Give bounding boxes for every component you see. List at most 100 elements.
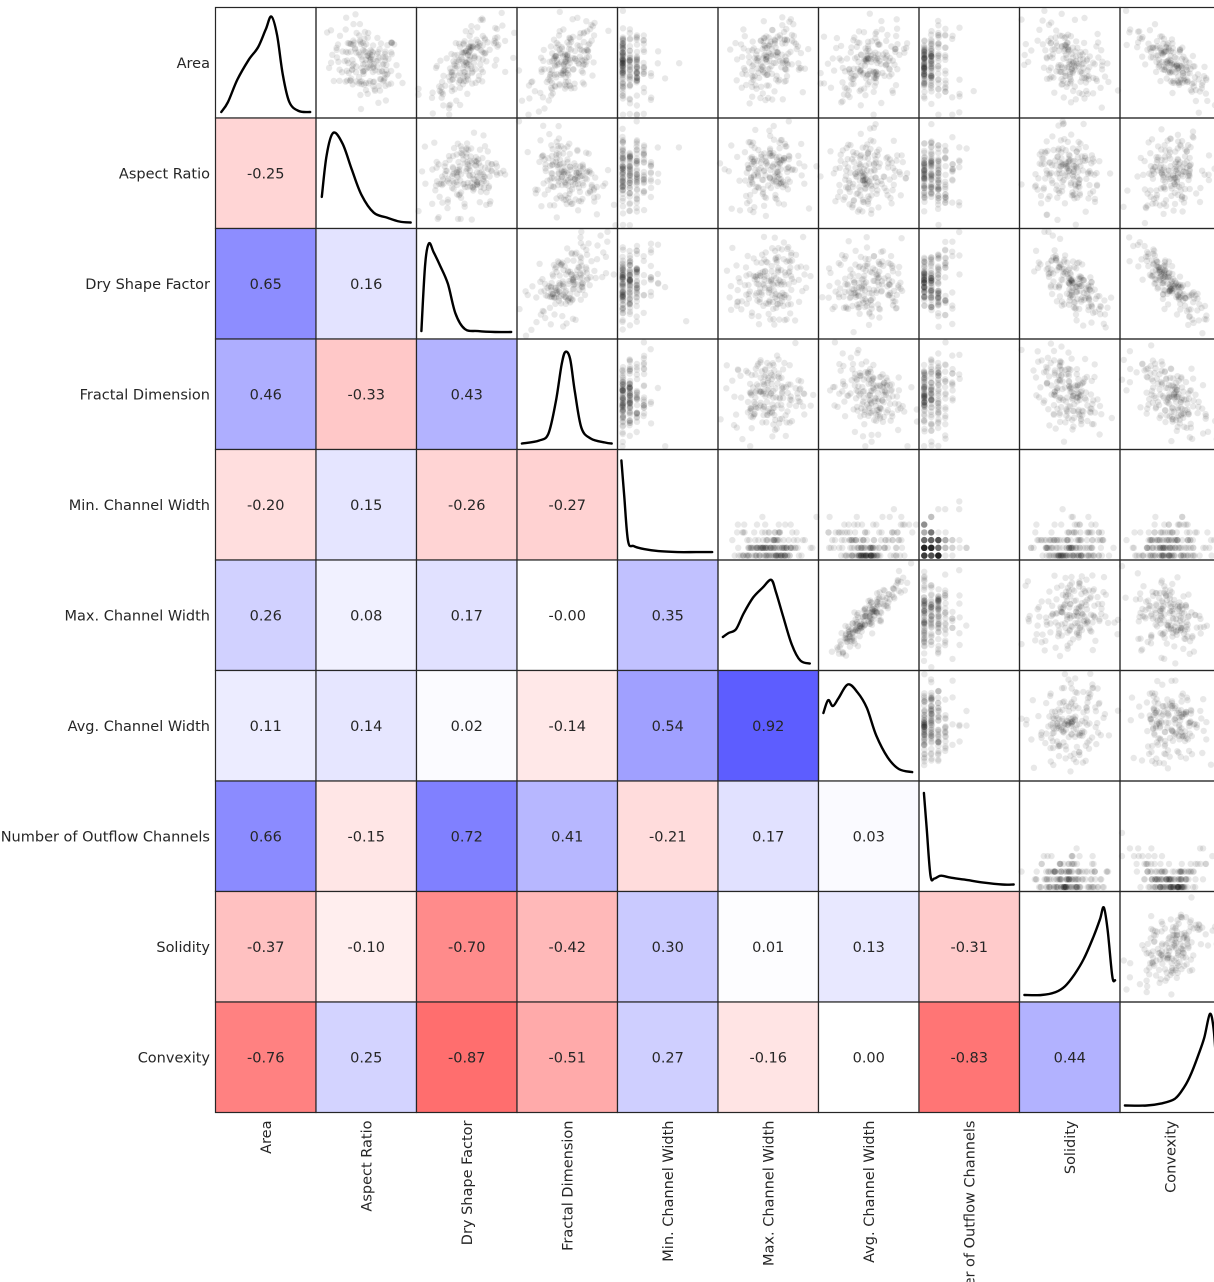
scatter-point	[1096, 158, 1103, 165]
scatter-point	[766, 362, 773, 369]
scatter-point	[360, 61, 367, 68]
scatter-point	[647, 246, 655, 253]
scatter-point	[747, 206, 754, 214]
scatter-point	[619, 68, 626, 75]
scatter-point	[1201, 63, 1208, 70]
scatter-point	[788, 417, 796, 425]
scatter-point	[564, 62, 572, 70]
scatter-point	[465, 44, 473, 51]
scatter-point	[450, 72, 458, 79]
scatter-point	[1088, 319, 1095, 326]
scatter-point	[460, 41, 467, 48]
scatter-point	[1041, 7, 1048, 14]
scatter-point	[888, 71, 895, 78]
scatter-point	[555, 32, 563, 39]
scatter-point	[1139, 276, 1146, 283]
scatter-point	[752, 371, 759, 378]
scatter-point	[1178, 68, 1186, 75]
scatter-point	[477, 16, 484, 24]
scatter-point	[1165, 167, 1173, 175]
scatter-point	[921, 425, 928, 433]
scatter-point	[571, 84, 578, 92]
scatter-point	[761, 167, 768, 174]
scatter-point	[619, 273, 626, 281]
scatter-point	[472, 66, 479, 73]
scatter-point	[463, 62, 471, 69]
scatter-point	[855, 263, 863, 271]
scatter-point	[482, 49, 489, 56]
scatter-point	[760, 233, 768, 241]
scatter-point	[829, 305, 836, 313]
scatter-point	[1076, 176, 1083, 184]
scatter-point	[619, 34, 627, 41]
scatter-point	[571, 80, 578, 87]
scatter-point	[1030, 367, 1037, 374]
scatter-point	[633, 77, 641, 84]
scatter-point	[654, 60, 661, 67]
scatter-point	[1199, 79, 1206, 86]
scatter-point	[370, 78, 378, 85]
scatter-point	[477, 61, 484, 68]
corr-cell-fractal-dimension-area: 0.46	[214, 338, 317, 451]
scatter-point	[591, 267, 598, 275]
scatter-point	[949, 302, 956, 309]
scatter-point	[626, 58, 633, 65]
scatter-point	[376, 87, 384, 94]
scatter-point	[619, 86, 626, 93]
scatter-point	[1045, 37, 1052, 45]
scatter-point	[1052, 252, 1059, 259]
scatter-point	[935, 40, 942, 47]
scatter-point	[747, 405, 754, 412]
scatter-point	[475, 55, 482, 62]
scatter-point	[1122, 7, 1130, 14]
scatter-point	[1036, 151, 1043, 158]
scatter-point	[640, 84, 648, 92]
scatter-point	[733, 262, 740, 269]
scatter-point	[561, 66, 568, 74]
scatter-point	[781, 316, 788, 324]
scatter-point	[935, 418, 942, 426]
scatter-point	[383, 66, 390, 74]
scatter-point	[498, 9, 505, 17]
scatter-point	[887, 417, 894, 424]
scatter-point	[593, 211, 601, 218]
scatter-point	[654, 241, 662, 248]
scatter-point	[935, 221, 942, 229]
scatter-point	[1156, 202, 1164, 209]
scatter-point	[851, 152, 858, 159]
scatter-point	[481, 35, 488, 42]
scatter-point	[619, 146, 626, 153]
scatter-point	[479, 32, 486, 40]
kde-cell-area	[214, 6, 317, 119]
scatter-point	[935, 65, 942, 72]
scatter-point	[1177, 306, 1184, 313]
scatter-point	[1064, 31, 1072, 38]
corr-value-label: -0.33	[347, 387, 385, 403]
scatter-point	[619, 59, 627, 66]
scatter-point	[460, 59, 467, 66]
scatter-point	[436, 193, 443, 200]
scatter-point	[584, 46, 591, 54]
scatter-point	[347, 48, 354, 55]
scatter-point	[640, 40, 648, 47]
scatter-point	[566, 35, 574, 42]
scatter-point	[1037, 192, 1045, 199]
scatter-point	[887, 194, 894, 202]
scatter-point	[640, 291, 648, 299]
scatter-point	[626, 29, 634, 37]
scatter-point	[1198, 304, 1205, 312]
scatter-point	[1046, 193, 1053, 200]
scatter-point	[1205, 176, 1213, 184]
scatter-point	[795, 276, 802, 284]
scatter-point	[468, 69, 476, 77]
scatter-point	[1068, 355, 1075, 362]
scatter-point	[942, 311, 949, 319]
scatter-point	[776, 139, 783, 146]
scatter-point	[1078, 417, 1085, 424]
scatter-point	[633, 69, 641, 76]
scatter-point	[1196, 88, 1204, 95]
scatter-point	[453, 169, 460, 176]
scatter-point	[1199, 330, 1206, 337]
scatter-point	[561, 81, 568, 88]
scatter-point	[561, 85, 569, 92]
